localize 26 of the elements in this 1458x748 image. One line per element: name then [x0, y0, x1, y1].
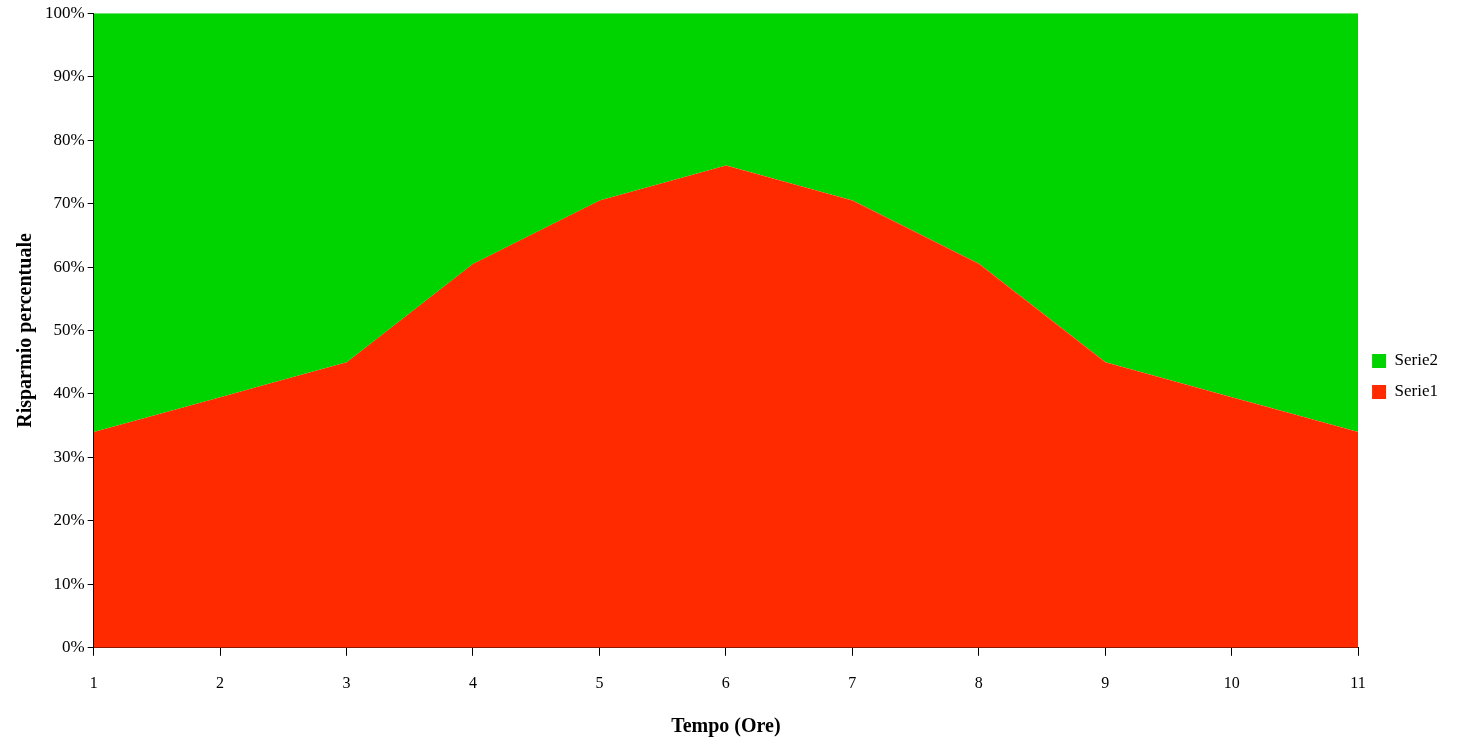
y-tick-label: 40%: [53, 383, 85, 403]
y-tick-label: 80%: [53, 129, 85, 149]
x-tick-label: 1: [89, 673, 98, 691]
x-tick-label: 7: [848, 673, 857, 691]
y-axis-title: Risparmio percentuale: [13, 233, 37, 428]
x-tick-label: 3: [342, 673, 351, 691]
x-tick-label: 10: [1223, 673, 1240, 691]
x-tick-label: 2: [216, 673, 225, 691]
legend-label: Serie2: [1394, 350, 1439, 370]
y-tick-label: 10%: [53, 573, 85, 593]
x-tick-label: 8: [974, 673, 983, 691]
legend-label: Serie1: [1394, 381, 1439, 401]
y-tick-label: 70%: [53, 193, 85, 213]
x-tick-label: 4: [468, 673, 477, 691]
x-tick-label: 5: [595, 673, 604, 691]
x-tick-label: 11: [1350, 673, 1366, 691]
x-tick-label: 6: [721, 673, 730, 691]
x-axis-title: Tempo (Ore): [671, 714, 781, 738]
y-tick-label: 90%: [53, 66, 85, 86]
y-tick-label: 60%: [53, 256, 85, 276]
y-tick-label: 100%: [44, 2, 85, 22]
y-tick-label: 20%: [53, 510, 85, 530]
y-tick-label: 50%: [53, 319, 85, 339]
x-tick-label: 9: [1101, 673, 1110, 691]
y-tick-label: 0%: [61, 637, 85, 657]
y-tick-label: 30%: [53, 446, 85, 466]
